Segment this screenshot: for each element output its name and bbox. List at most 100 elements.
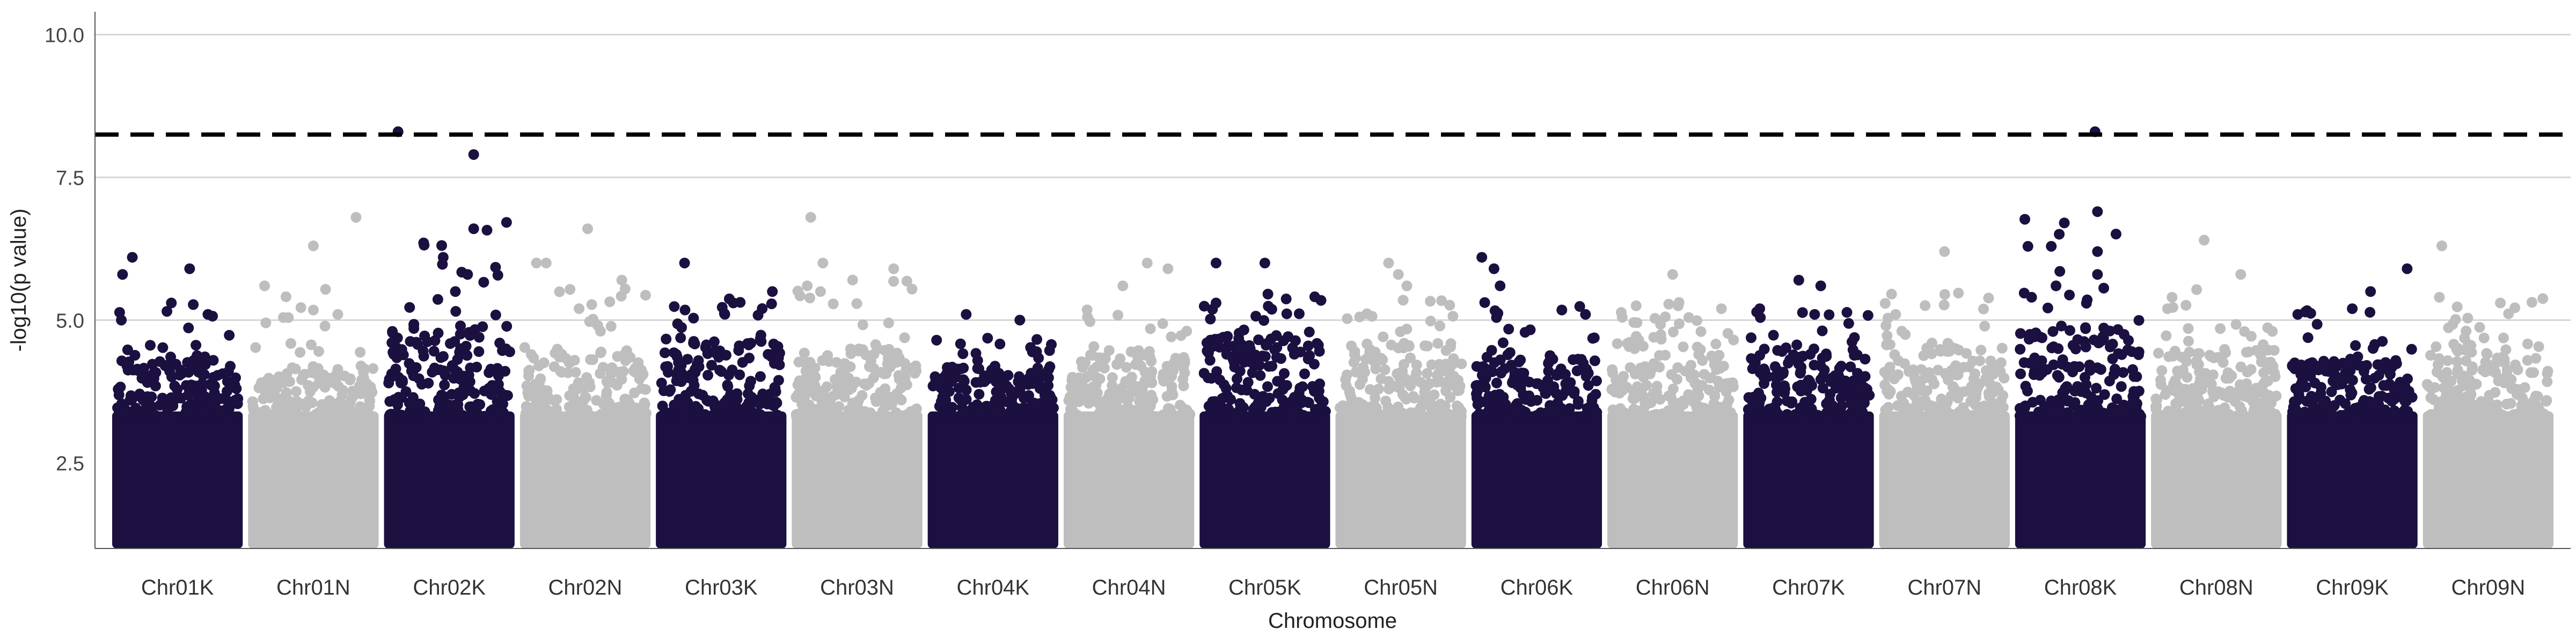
snp-point <box>1243 411 1254 422</box>
snp-point <box>232 398 243 409</box>
dense-points <box>927 411 1058 548</box>
snp-point <box>1239 346 1250 357</box>
snp-point <box>1616 312 1628 323</box>
snp-point <box>2176 385 2187 397</box>
snp-point <box>1779 384 1790 396</box>
snp-point <box>466 410 477 421</box>
x-tick-label: Chr08K <box>2044 576 2117 599</box>
snp-point <box>221 386 232 397</box>
snp-point <box>180 409 192 421</box>
snp-point <box>1205 313 1216 325</box>
snp-point <box>1610 412 1621 423</box>
snp-point <box>2060 383 2071 394</box>
snp-point <box>1065 382 1077 393</box>
snp-point <box>2057 354 2068 365</box>
snp-point <box>1812 409 1823 421</box>
snp-point <box>982 333 993 344</box>
snp-point <box>1693 390 1704 401</box>
snp-point <box>757 389 769 400</box>
snp-point <box>295 347 306 358</box>
snp-point <box>2308 401 2319 412</box>
snp-point <box>411 402 422 414</box>
snp-point <box>230 411 241 422</box>
snp-point <box>580 392 591 403</box>
snp-point <box>478 276 489 288</box>
snp-point <box>1919 400 1930 411</box>
snp-point <box>2035 394 2046 406</box>
snp-point <box>2080 323 2091 334</box>
snp-point <box>2381 380 2392 391</box>
snp-point <box>2303 358 2315 370</box>
dense-points <box>1607 411 1738 548</box>
snp-point <box>2379 404 2390 415</box>
snp-point <box>1518 368 1529 379</box>
snp-point <box>804 292 816 304</box>
snp-point <box>497 409 508 420</box>
snp-point <box>1073 378 1085 389</box>
snp-point <box>597 362 609 373</box>
snp-point <box>2098 323 2110 334</box>
snp-point <box>947 362 958 373</box>
snp-point <box>857 319 868 331</box>
snp-point <box>551 404 562 415</box>
snp-point <box>1253 334 1264 346</box>
snp-point <box>2362 408 2374 420</box>
snp-point <box>2215 323 2226 334</box>
snp-point <box>327 405 339 416</box>
snp-point <box>1337 400 1349 411</box>
snp-point <box>1402 411 1414 422</box>
snp-point <box>1357 374 1368 385</box>
snp-point <box>1091 372 1102 383</box>
snp-point <box>1845 361 1856 372</box>
snp-point <box>899 332 910 343</box>
x-axis-label: Chromosome <box>1268 609 1397 633</box>
snp-point <box>2236 405 2248 416</box>
snp-point <box>1841 307 1853 318</box>
snp-point <box>2534 404 2545 415</box>
snp-point <box>519 342 530 353</box>
snp-point <box>1166 331 1177 342</box>
snp-point <box>1304 326 1315 338</box>
snp-point <box>745 405 757 416</box>
snp-point <box>2516 400 2527 411</box>
snp-point <box>1281 308 1292 319</box>
snp-point <box>460 386 471 397</box>
snp-point <box>774 359 785 370</box>
chromosome-points-Chr01K <box>112 252 244 548</box>
snp-point <box>1588 402 1599 413</box>
snp-point <box>1496 368 1507 379</box>
snp-point <box>2335 409 2346 421</box>
snp-point <box>2345 365 2356 376</box>
snp-point <box>662 361 673 372</box>
snp-point <box>1504 347 1516 358</box>
snp-point <box>894 353 905 364</box>
snp-point <box>1770 404 1781 415</box>
snp-point <box>2180 299 2192 311</box>
snp-point <box>2268 345 2280 356</box>
snp-point <box>677 409 689 420</box>
snp-point <box>1953 288 1964 299</box>
snp-point <box>146 391 157 402</box>
snp-point <box>822 350 833 361</box>
snp-point <box>1242 377 1254 388</box>
chromosome-points-Chr04K <box>927 309 1059 548</box>
snp-point <box>2069 400 2081 412</box>
snp-point <box>2295 379 2307 390</box>
snp-point <box>1453 375 1464 386</box>
snp-point <box>1770 379 1782 391</box>
top-snp-point <box>462 269 473 280</box>
snp-point <box>1847 411 1858 422</box>
snp-point <box>2365 382 2376 393</box>
snp-point <box>1941 370 1952 381</box>
snp-point <box>2079 409 2090 421</box>
chromosome-points-Chr01N <box>247 211 379 548</box>
snp-point <box>755 330 766 341</box>
snp-point <box>151 412 162 423</box>
snp-point <box>2397 411 2408 422</box>
top-snp-point <box>1383 258 1394 269</box>
snp-point <box>1649 313 1660 324</box>
snp-point <box>272 402 283 413</box>
snp-point <box>800 406 811 418</box>
x-tick-labels: Chr01K Chr01N Chr02K Chr02N Chr03K Chr03N Chr0… <box>141 576 2525 599</box>
snp-point <box>661 333 672 345</box>
